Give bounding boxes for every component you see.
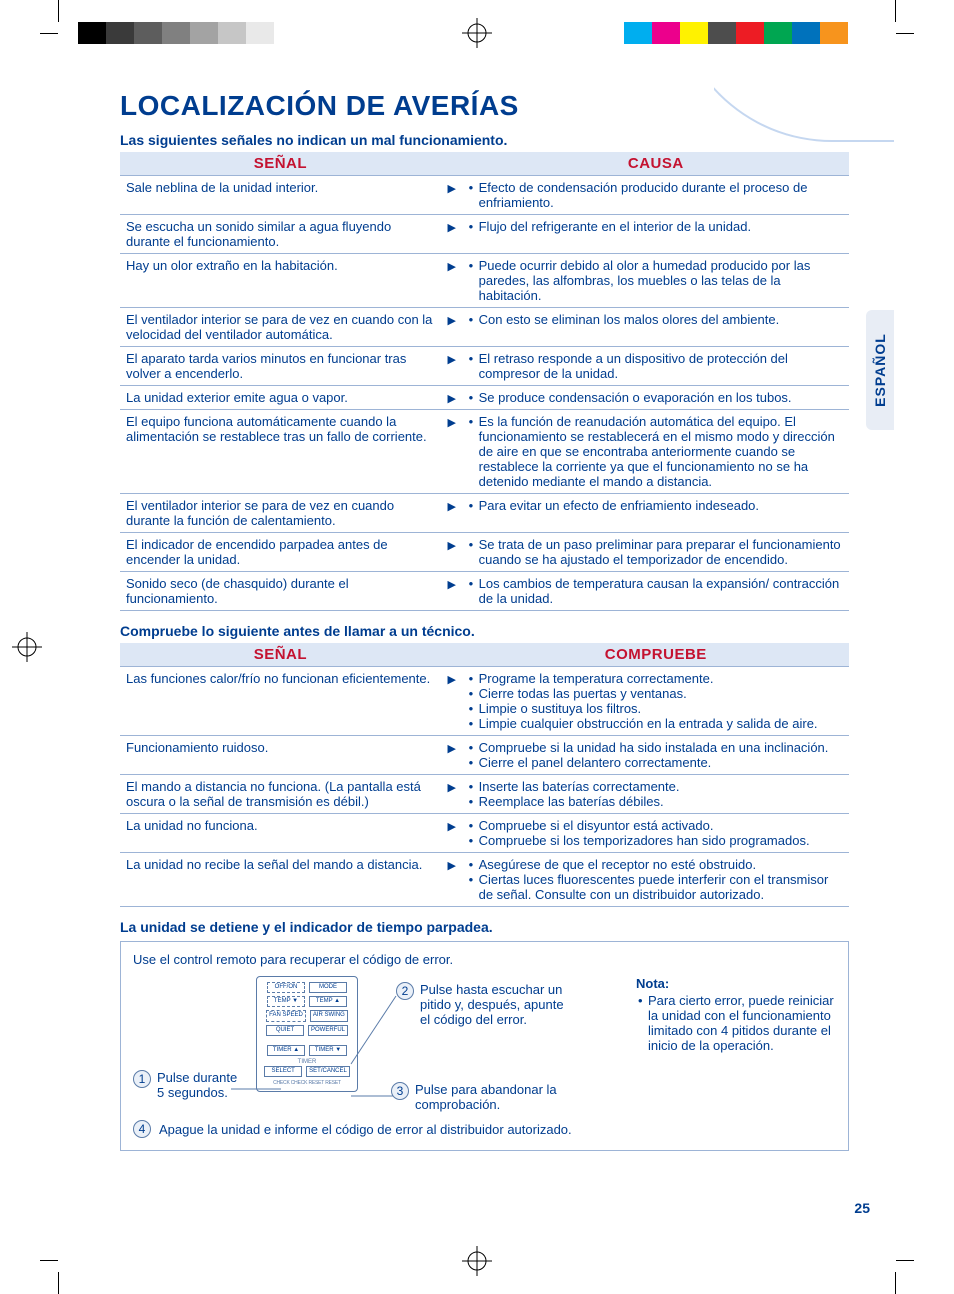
page-number: 25 <box>854 1200 870 1216</box>
signal-cell: El mando a distancia no funciona. (La pa… <box>120 775 441 814</box>
language-tab: ESPAÑOL <box>866 310 894 430</box>
note-box: Nota: Para cierto error, puede reiniciar… <box>636 976 836 1053</box>
step-1: 1 Pulse durante 5 segundos. <box>133 1070 248 1100</box>
th-signal: SEÑAL <box>120 152 441 176</box>
cause-cell: Los cambios de temperatura causan la exp… <box>463 572 849 611</box>
step-4-num: 4 <box>133 1120 151 1138</box>
signal-cell: Sonido seco (de chasquido) durante el fu… <box>120 572 441 611</box>
arrow-icon: ▶ <box>441 254 463 308</box>
th-signal-2: SEÑAL <box>120 643 441 667</box>
signal-cell: El indicador de encendido parpadea antes… <box>120 533 441 572</box>
btn-mode: MODE <box>309 982 347 993</box>
cause-cell: Asegúrese de que el receptor no esté obs… <box>463 853 849 907</box>
signal-cell: Funcionamiento ruidoso. <box>120 736 441 775</box>
signal-cell: Sale neblina de la unidad interior. <box>120 176 441 215</box>
step-1-num: 1 <box>133 1070 151 1088</box>
arrow-icon: ▶ <box>441 215 463 254</box>
registration-mark-bottom <box>462 1246 492 1276</box>
signal-cell: El aparato tarda varios minutos en funci… <box>120 347 441 386</box>
timer-label: TIMER <box>262 1059 352 1065</box>
signal-cell: La unidad no recibe la señal del mando a… <box>120 853 441 907</box>
arrow-icon: ▶ <box>441 308 463 347</box>
cause-cell: Para evitar un efecto de enfriamiento in… <box>463 494 849 533</box>
step-3-text: Pulse para abandonar la comprobación. <box>415 1082 591 1112</box>
signal-cell: Las funciones calor/frío no funcionan ef… <box>120 667 441 736</box>
note-title: Nota: <box>636 976 836 991</box>
subtitle-2: Compruebe lo siguiente antes de llamar a… <box>120 623 849 639</box>
cause-cell: El retraso responde a un dispositivo de … <box>463 347 849 386</box>
page-title: LOCALIZACIÓN DE AVERÍAS <box>120 90 849 122</box>
subtitle-1: Las siguientes señales no indican un mal… <box>120 132 849 148</box>
tiny-labels: CHECK CHECK RESET RESET <box>262 1080 352 1086</box>
arrow-icon: ▶ <box>441 347 463 386</box>
arrow-icon: ▶ <box>441 494 463 533</box>
step-3-num: 3 <box>391 1082 409 1100</box>
color-bar-grayscale <box>78 22 358 44</box>
btn-off-on: OFF/ON <box>267 982 305 993</box>
cause-cell: Inserte las baterías correctamente.Reemp… <box>463 775 849 814</box>
btn-timer-up: TIMER ▲ <box>267 1045 305 1056</box>
arrow-icon: ▶ <box>441 410 463 494</box>
step-2-text: Pulse hasta escuchar un pitido y, despué… <box>420 982 571 1027</box>
signal-cell: Hay un olor extraño en la habitación. <box>120 254 441 308</box>
arrow-icon: ▶ <box>441 736 463 775</box>
color-bar-cmyk <box>596 22 876 44</box>
signal-cell: La unidad no funciona. <box>120 814 441 853</box>
arrow-icon: ▶ <box>441 533 463 572</box>
btn-timer-down: TIMER ▼ <box>309 1045 347 1056</box>
cause-cell: Efecto de condensación producido durante… <box>463 176 849 215</box>
step-2: 2 Pulse hasta escuchar un pitido y, desp… <box>396 982 571 1027</box>
step-4-text: Apague la unidad e informe el código de … <box>159 1122 572 1137</box>
troubleshoot-table-1: SEÑAL CAUSA Sale neblina de la unidad in… <box>120 152 849 611</box>
arrow-icon: ▶ <box>441 814 463 853</box>
signal-cell: El equipo funciona automáticamente cuand… <box>120 410 441 494</box>
signal-cell: Se escucha un sonido similar a agua fluy… <box>120 215 441 254</box>
cause-cell: Se produce condensación o evaporación en… <box>463 386 849 410</box>
cause-cell: Es la función de reanudación automática … <box>463 410 849 494</box>
step-4: 4 Apague la unidad e informe el código d… <box>133 1120 572 1138</box>
remote-box: Use el control remoto para recuperar el … <box>120 941 849 1151</box>
btn-temp-down: TEMP ▼ <box>267 996 305 1007</box>
arrow-icon: ▶ <box>441 386 463 410</box>
registration-mark-top <box>462 18 492 48</box>
signal-cell: El ventilador interior se para de vez en… <box>120 308 441 347</box>
cause-cell: Flujo del refrigerante en el interior de… <box>463 215 849 254</box>
step-2-num: 2 <box>396 982 414 1000</box>
cause-cell: Puede ocurrir debido al olor a humedad p… <box>463 254 849 308</box>
remote-frame: OFF/ON MODE TEMP ▼ TEMP ▲ FAN SPEED AIR SWI… <box>256 976 358 1092</box>
arrow-icon: ▶ <box>441 572 463 611</box>
btn-quiet: QUIET <box>266 1025 304 1036</box>
signal-cell: El ventilador interior se para de vez en… <box>120 494 441 533</box>
th-check: COMPRUEBE <box>463 643 849 667</box>
btn-set-cancel: SET/CANCEL <box>306 1066 350 1077</box>
cause-cell: Programe la temperatura correctamente.Ci… <box>463 667 849 736</box>
registration-mark-left <box>12 632 42 662</box>
step-3: 3 Pulse para abandonar la comprobación. <box>391 1082 591 1112</box>
btn-select: SELECT <box>264 1066 302 1077</box>
troubleshoot-table-2: SEÑAL COMPRUEBE Las funciones calor/frío… <box>120 643 849 907</box>
step-1-text: Pulse durante 5 segundos. <box>157 1070 248 1100</box>
remote-intro: Use el control remoto para recuperar el … <box>133 952 836 967</box>
btn-fan-speed: FAN SPEED <box>266 1010 306 1021</box>
th-cause: CAUSA <box>463 152 849 176</box>
arrow-icon: ▶ <box>441 667 463 736</box>
arrow-icon: ▶ <box>441 853 463 907</box>
page: ESPAÑOL LOCALIZACIÓN DE AVERÍAS Las sigu… <box>60 60 894 1234</box>
note-item: Para cierto error, puede reiniciar la un… <box>648 993 836 1053</box>
btn-temp-up: TEMP ▲ <box>309 996 347 1007</box>
btn-powerful: POWERFUL <box>308 1025 348 1036</box>
cause-cell: Compruebe si la unidad ha sido instalada… <box>463 736 849 775</box>
section3-title: La unidad se detiene y el indicador de t… <box>120 919 849 935</box>
cause-cell: Se trata de un paso preliminar para prep… <box>463 533 849 572</box>
signal-cell: La unidad exterior emite agua o vapor. <box>120 386 441 410</box>
cause-cell: Compruebe si el disyuntor está activado.… <box>463 814 849 853</box>
arrow-icon: ▶ <box>441 176 463 215</box>
btn-air-swing: AIR SWING <box>310 1010 348 1021</box>
arrow-icon: ▶ <box>441 775 463 814</box>
cause-cell: Con esto se eliminan los malos olores de… <box>463 308 849 347</box>
content: LOCALIZACIÓN DE AVERÍAS Las siguientes s… <box>120 90 849 1151</box>
remote-diagram: OFF/ON MODE TEMP ▼ TEMP ▲ FAN SPEED AIR SWI… <box>256 976 396 1141</box>
